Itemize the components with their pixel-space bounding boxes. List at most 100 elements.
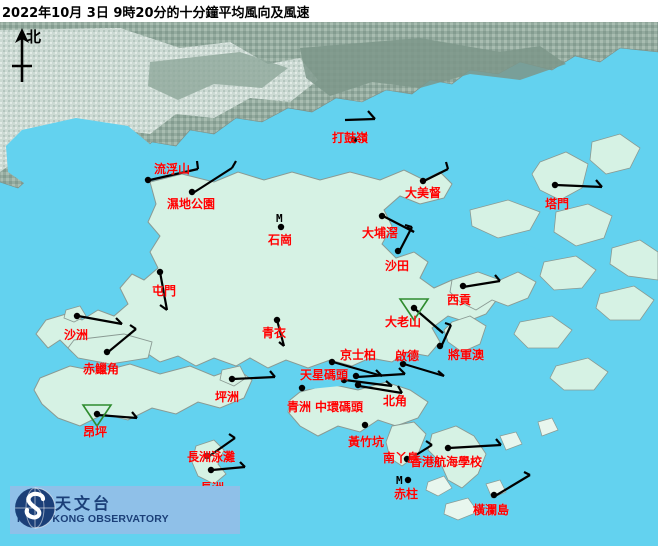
station-dot[interactable] [490, 491, 498, 499]
wind-barb-shaft [494, 474, 531, 497]
wind-barb-shaft [77, 314, 123, 326]
station-marker[interactable] [277, 223, 285, 231]
station-marker[interactable] [273, 316, 286, 347]
station-marker[interactable] [188, 160, 237, 196]
wind-barb-feather [239, 461, 246, 468]
station-name-label: 橫瀾島 [473, 503, 510, 517]
station-dot[interactable] [350, 136, 358, 144]
station-dot[interactable] [399, 360, 407, 368]
gale-warning-triangle [398, 298, 430, 322]
station-marker[interactable] [81, 404, 138, 428]
station-marker[interactable] [354, 381, 403, 395]
station-marker[interactable] [203, 433, 236, 460]
station-dot[interactable] [277, 223, 285, 231]
station-dot[interactable] [188, 188, 196, 196]
wind-barb-feather [131, 411, 138, 419]
station-marker[interactable] [444, 438, 502, 452]
station-marker[interactable] [298, 384, 306, 392]
wind-barb-feather [398, 367, 406, 375]
station-dot[interactable] [207, 466, 215, 474]
station-marker[interactable] [398, 298, 444, 334]
wind-barb-shaft [192, 167, 233, 194]
station-dot[interactable] [404, 476, 412, 484]
station-marker[interactable] [436, 321, 453, 350]
station-name-label: 長洲泳灘 [187, 450, 236, 464]
station-marker[interactable] [419, 161, 450, 185]
station-dot[interactable] [394, 247, 402, 255]
station-dot[interactable] [436, 342, 444, 350]
station-marker[interactable] [228, 370, 276, 383]
station-marker[interactable] [340, 376, 393, 388]
base-map-geography [0, 22, 658, 546]
station-dot[interactable] [378, 212, 386, 220]
station-dot[interactable] [298, 384, 306, 392]
wind-barb-shaft [398, 226, 413, 253]
station-marker[interactable] [103, 324, 137, 356]
station-dot[interactable] [352, 372, 360, 380]
station-marker[interactable] [459, 274, 501, 290]
station-dot[interactable] [551, 181, 559, 189]
station-name-label: 南丫島 [383, 451, 420, 465]
wind-barb-feather [444, 161, 450, 170]
station-marker[interactable] [403, 440, 433, 463]
station-dot[interactable] [328, 358, 336, 366]
wind-barb-shaft [555, 183, 603, 189]
wind-barb-shaft [158, 271, 169, 311]
wind-barb-feather [159, 304, 168, 311]
title-bar: 2022年10月 3日 9時20分的十分鐘平均風向及風速 [0, 0, 658, 22]
calm-wind-marker: M [276, 212, 283, 225]
station-name-label: 濕地公園 [167, 197, 216, 211]
station-dot[interactable] [444, 444, 452, 452]
station-marker[interactable] [399, 360, 445, 378]
station-marker[interactable] [352, 367, 406, 380]
wind-barb-shaft [344, 117, 376, 122]
station-dot[interactable] [93, 410, 101, 418]
station-name-label: 北角 [383, 394, 408, 408]
wind-barb-shaft [439, 324, 453, 348]
map-canvas[interactable]: 打鼓嶺 流浮山 濕地公園 石崗 M 大美督 塔門 大埔滘 沙田 屯門 沙洲 赤鱲角 大老山 西貢 將軍澳 青衣… [0, 22, 658, 546]
station-name-label: 赤鱲角 [83, 362, 120, 376]
station-dot[interactable] [144, 176, 152, 184]
station-name-label: 西貢 [447, 293, 472, 307]
station-dot[interactable] [361, 421, 369, 429]
station-dot[interactable] [103, 348, 111, 356]
north-arrow-icon [4, 26, 64, 88]
station-dot[interactable] [459, 282, 467, 290]
station-name-label: 沙洲 [64, 328, 89, 342]
wind-barb-feather [495, 438, 502, 446]
station-marker[interactable] [551, 179, 603, 189]
station-marker[interactable] [404, 476, 412, 484]
wind-barb-layer [73, 110, 603, 499]
station-name-label: 啟德 [395, 349, 420, 363]
station-marker[interactable] [394, 223, 413, 255]
station-marker[interactable] [344, 110, 376, 144]
wind-barb-feather [404, 223, 413, 229]
station-name-label: 青衣 [262, 326, 287, 340]
station-marker[interactable] [73, 312, 123, 326]
station-dot[interactable] [403, 455, 411, 463]
wind-barb-shaft [407, 444, 433, 461]
station-dot[interactable] [273, 316, 281, 324]
station-dot[interactable] [203, 452, 211, 460]
station-dot[interactable] [73, 312, 81, 320]
station-dot[interactable] [228, 375, 236, 383]
wind-barb-feather [595, 179, 603, 188]
wind-barb-feather [436, 327, 444, 334]
station-dot[interactable] [419, 177, 427, 185]
station-marker[interactable] [144, 160, 200, 184]
station-marker[interactable] [490, 471, 531, 499]
gale-warning-triangle [81, 404, 113, 428]
station-dot[interactable] [410, 304, 418, 312]
station-name-label: 青洲 [287, 400, 312, 414]
station-marker[interactable] [361, 421, 369, 429]
wind-barb-feather [269, 370, 276, 378]
wind-barb-shaft [462, 279, 501, 289]
wind-barb-shaft [356, 372, 406, 379]
station-marker[interactable] [207, 461, 246, 474]
station-dot[interactable] [340, 376, 348, 384]
station-dot[interactable] [156, 268, 164, 276]
station-dot[interactable] [354, 381, 362, 389]
station-marker[interactable] [156, 268, 169, 311]
station-name-label: 天星碼頭 [300, 368, 349, 382]
station-name-label: 坪洲 [215, 390, 240, 404]
